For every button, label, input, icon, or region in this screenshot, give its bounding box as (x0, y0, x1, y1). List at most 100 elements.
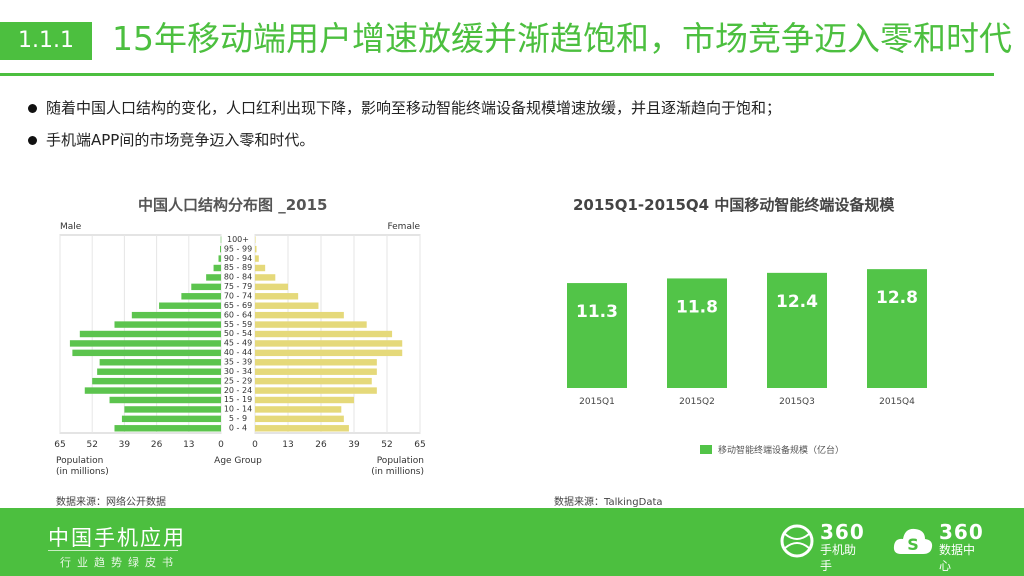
cloud-logo-icon: S (893, 528, 933, 554)
female-axis-label: Population (377, 456, 424, 466)
male-bar (97, 368, 221, 375)
male-bar (220, 245, 221, 253)
female-label: Female (387, 222, 420, 232)
male-bar (114, 321, 221, 328)
female-bar (255, 359, 377, 366)
age-group-label: 45 - 49 (224, 339, 252, 348)
x-tick-label: 13 (183, 440, 194, 450)
male-bar (220, 236, 222, 243)
x-tick-label: 13 (282, 440, 293, 450)
footer-brand-title: 中国手机应用 (48, 526, 186, 550)
device-bar (767, 272, 827, 388)
male-bar (213, 264, 221, 272)
female-bar (255, 396, 354, 404)
male-bar (114, 425, 221, 432)
female-bar (255, 236, 256, 243)
age-group-label: 100+ (227, 235, 249, 244)
male-bar (92, 377, 221, 385)
female-bar (255, 406, 342, 413)
female-bar (255, 245, 257, 253)
female-bar (255, 425, 349, 432)
male-bar (84, 387, 221, 394)
bullet-dot-icon (28, 136, 37, 145)
device-bar (567, 283, 627, 388)
female-bar (255, 293, 299, 300)
bullet-item: 随着中国人口结构的变化，人口红利出现下降，影响至移动智能终端设备规模增速放缓，并… (28, 92, 781, 124)
male-axis-unit: (in millions) (56, 467, 109, 477)
x-tick-label: 39 (348, 440, 360, 450)
age-group-label: 40 - 44 (224, 348, 252, 357)
x-tick-label: 26 (315, 440, 327, 450)
age-group-label: 35 - 39 (224, 358, 252, 367)
x-tick-label: 26 (151, 440, 163, 450)
age-group-label: 70 - 74 (224, 292, 252, 301)
x-tick-label: 0 (218, 440, 224, 450)
male-label: Male (60, 222, 82, 232)
page-title: 15年移动端用户增速放缓并渐趋饱和，市场竞争迈入零和时代 (112, 19, 1012, 58)
female-bar (255, 311, 344, 319)
bullet-item: 手机端APP间的市场竞争迈入零和时代。 (28, 124, 781, 156)
basketball-logo-icon (780, 524, 814, 558)
female-bar (255, 377, 372, 385)
female-axis-unit: (in millions) (371, 467, 424, 477)
age-group-label: 85 - 89 (224, 263, 252, 272)
age-group-label: 5 - 9 (229, 414, 247, 423)
bar-value-label: 11.8 (676, 297, 718, 317)
male-bar (181, 293, 221, 300)
x-tick-label: 65 (414, 440, 425, 450)
male-bar (131, 311, 221, 319)
female-bar (255, 321, 367, 328)
age-group-label: 15 - 19 (224, 395, 252, 404)
footer-bar: 中国手机应用 行业趋势绿皮书 360 手机助手 S 360 数据中心 (0, 508, 1024, 576)
device-chart-title: 2015Q1-2015Q4 中国移动智能终端设备规模 (573, 196, 895, 214)
female-bar (255, 415, 344, 423)
male-bar (72, 349, 221, 357)
male-bar (124, 406, 221, 413)
category-label: 2015Q3 (779, 397, 815, 407)
age-group-label: 25 - 29 (224, 376, 252, 385)
category-label: 2015Q4 (879, 397, 915, 407)
age-group-label: 95 - 99 (224, 244, 252, 253)
female-bar (255, 255, 259, 262)
female-bar (255, 302, 319, 309)
logo1-number: 360 (820, 520, 865, 544)
logo1-label: 手机助手 (820, 543, 857, 573)
male-bar (218, 255, 221, 262)
bullet-text: 随着中国人口结构的变化，人口红利出现下降，影响至移动智能终端设备规模增速放缓，并… (46, 99, 782, 117)
device-source-note: 数据来源：TalkingData (554, 497, 663, 508)
bar-value-label: 12.8 (876, 288, 918, 308)
male-bar (109, 396, 221, 404)
age-group-label: 50 - 54 (224, 329, 252, 338)
footer-brand-subtitle: 行业趋势绿皮书 (60, 556, 179, 569)
age-group-label: 20 - 24 (224, 386, 252, 395)
female-bar (255, 387, 377, 394)
male-bar (69, 340, 222, 347)
male-bar (191, 283, 221, 291)
legend-swatch (700, 445, 712, 454)
male-bar (99, 359, 221, 366)
age-group-label: 0 - 4 (229, 424, 247, 433)
category-label: 2015Q2 (679, 397, 715, 407)
x-tick-label: 0 (252, 440, 258, 450)
age-group-label: 60 - 64 (224, 310, 252, 319)
legend-label: 移动智能终端设备规模（亿台） (718, 444, 844, 456)
bar-value-label: 11.3 (576, 302, 618, 322)
female-bar (255, 349, 403, 357)
female-bar (255, 340, 403, 347)
female-bar (255, 274, 276, 281)
x-tick-label: 65 (54, 440, 65, 450)
section-number-badge: 1.1.1 (0, 22, 92, 60)
age-group-label: 65 - 69 (224, 301, 252, 310)
male-bar (206, 274, 221, 281)
bullet-text: 手机端APP间的市场竞争迈入零和时代。 (46, 131, 315, 149)
logo2-number: 360 (939, 520, 984, 544)
bullet-dot-icon (28, 104, 37, 113)
device-bar (867, 269, 927, 388)
age-group-label: 55 - 59 (224, 320, 252, 329)
male-bar (79, 330, 221, 338)
age-group-label: 80 - 84 (224, 273, 252, 282)
x-tick-label: 52 (381, 440, 392, 450)
x-tick-label: 39 (119, 440, 131, 450)
pyramid-source-note: 数据来源：网络公开数据 (56, 497, 166, 508)
